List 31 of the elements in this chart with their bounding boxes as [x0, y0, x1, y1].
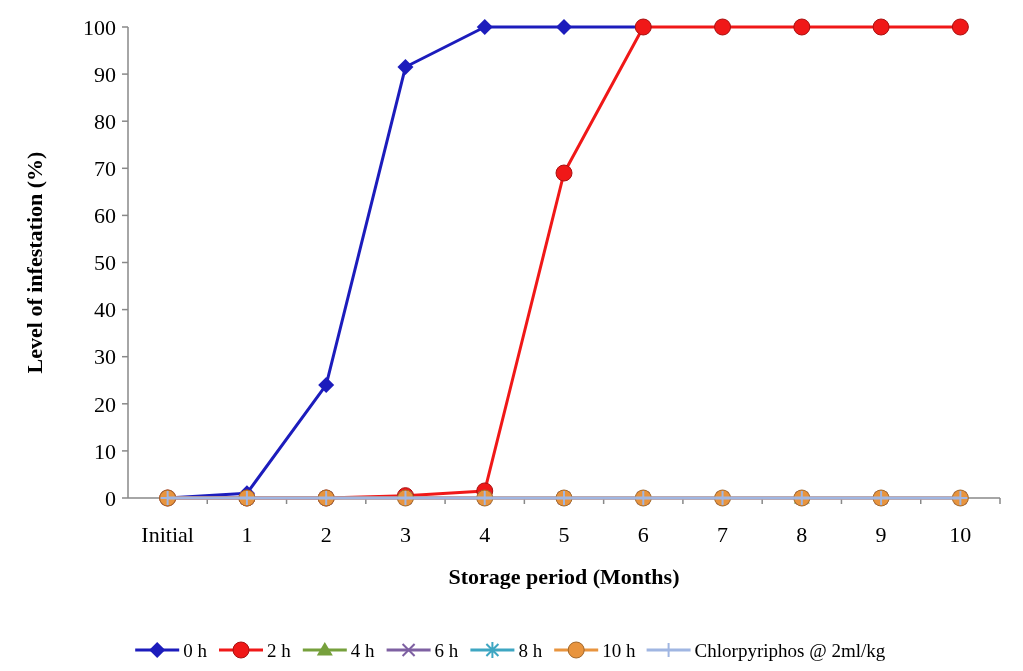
legend-label: Chlorpyriphos @ 2ml/kg [694, 639, 886, 661]
y-tick-label: 60 [94, 203, 116, 229]
x-tick-label: Initial [141, 522, 194, 547]
legend-label: 6 h [434, 639, 459, 661]
x-tick-label: 2 [320, 522, 332, 547]
y-tick-label: 0 [105, 485, 116, 511]
y-tick-label: 70 [94, 156, 116, 181]
y-axis-title: Level of infestation (%) [22, 151, 47, 374]
y-tick-label: 80 [94, 108, 116, 134]
x-tick-label: 10 [949, 522, 972, 547]
x-tick-label: 4 [479, 522, 491, 547]
x-tick-label: 7 [717, 522, 729, 547]
x-tick-label: 1 [241, 522, 253, 547]
y-tick-label: 50 [94, 250, 116, 276]
y-tick-label: 30 [94, 344, 116, 370]
x-tick-label: 3 [399, 522, 411, 547]
y-tick-label: 40 [94, 297, 116, 323]
legend-label: 10 h [602, 639, 636, 661]
x-tick-label: 5 [558, 522, 570, 547]
x-tick-label: 6 [637, 522, 649, 547]
y-tick-label: 10 [94, 438, 116, 464]
y-tick-label: 90 [94, 61, 116, 87]
x-tick-label: 8 [796, 522, 808, 547]
legend-label: 4 h [350, 639, 376, 661]
y-tick-label: 20 [94, 391, 116, 417]
legend-label: 8 h [518, 639, 543, 661]
x-tick-label: 9 [875, 522, 887, 547]
legend-label: 0 h [183, 639, 208, 661]
x-axis-title: Storage period (Months) [448, 564, 680, 589]
legend-label: 2 h [267, 639, 292, 661]
y-tick-label: 100 [83, 14, 116, 40]
